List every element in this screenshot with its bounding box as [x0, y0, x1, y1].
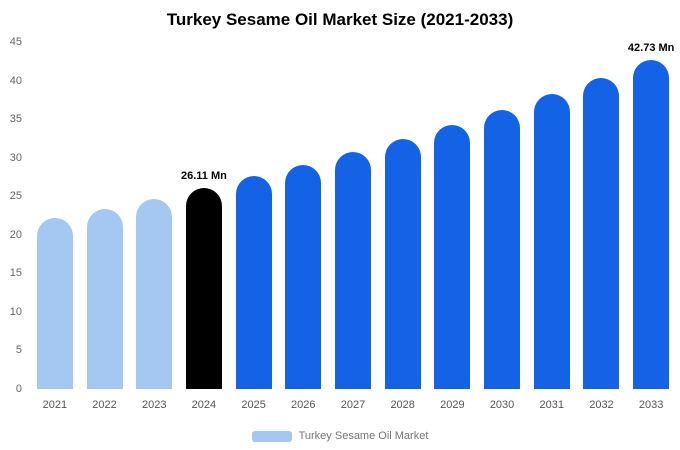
y-tick-20: 20 — [9, 228, 22, 241]
y-tick-30: 30 — [9, 151, 22, 164]
x-label-2027: 2027 — [340, 399, 366, 411]
bar-2032 — [583, 78, 620, 389]
bar-2027 — [335, 152, 371, 389]
y-tick-45: 45 — [9, 36, 22, 48]
bar-2031 — [533, 94, 570, 389]
x-label-2022: 2022 — [92, 399, 117, 411]
bar-2024 — [185, 187, 222, 389]
x-label-2031: 2031 — [539, 399, 564, 411]
x-label-2030: 2030 — [489, 399, 515, 411]
x-label-2033: 2033 — [638, 399, 664, 411]
bar-2021 — [36, 217, 73, 389]
x-label-2024: 2024 — [191, 399, 217, 411]
x-label-2032: 2032 — [589, 399, 614, 411]
bar-2026 — [285, 164, 322, 389]
bar-2030 — [484, 109, 521, 389]
legend-label: Turkey Sesame Oil Market — [298, 430, 429, 442]
legend-swatch — [251, 430, 292, 442]
legend: Turkey Sesame Oil Market — [0, 430, 680, 442]
bar-2022 — [86, 208, 123, 389]
chart-title: Turkey Sesame Oil Market Size (2021-2033… — [166, 10, 514, 29]
y-tick-0: 0 — [15, 383, 22, 395]
x-label-2025: 2025 — [241, 399, 266, 411]
y-tick-10: 10 — [9, 305, 22, 318]
bar-2025 — [235, 176, 272, 389]
y-tick-25: 25 — [9, 190, 22, 203]
y-tick-35: 35 — [9, 113, 22, 126]
bar-2028 — [384, 139, 421, 389]
value-label-2033: 42.73 Mn — [627, 41, 675, 54]
value-label-2024: 26.11 Mn — [180, 169, 227, 182]
x-label-2021: 2021 — [42, 399, 68, 411]
bar-2029 — [434, 125, 471, 389]
x-label-2026: 2026 — [291, 399, 316, 411]
bar-2023 — [136, 198, 173, 389]
y-tick-5: 5 — [15, 344, 22, 357]
x-label-2029: 2029 — [440, 399, 465, 411]
y-tick-15: 15 — [9, 267, 22, 280]
y-tick-40: 40 — [9, 74, 22, 87]
x-label-2023: 2023 — [141, 399, 167, 411]
bar-2033 — [633, 59, 670, 389]
x-label-2028: 2028 — [390, 399, 415, 411]
